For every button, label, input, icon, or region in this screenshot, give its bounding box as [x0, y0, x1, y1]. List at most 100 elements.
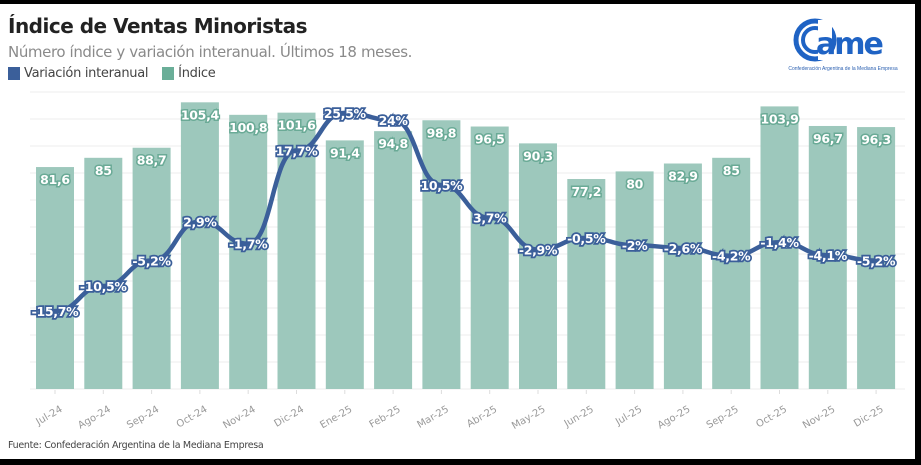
bar-sep-24 — [132, 147, 171, 389]
bar-oct-25 — [760, 106, 799, 389]
bar-value-label: 81,6 — [40, 172, 70, 187]
bar-value-label: 82,9 — [668, 169, 698, 184]
x-tick-label: Ago-25 — [656, 404, 693, 431]
bar-sep-25 — [712, 157, 751, 389]
line-point — [584, 235, 589, 240]
line-point — [487, 215, 492, 220]
line-point — [342, 110, 347, 115]
x-tick-label: Sep-24 — [125, 404, 161, 431]
bar-value-label: 98,8 — [427, 125, 457, 140]
bar-value-label: 96,3 — [861, 132, 891, 147]
line-point — [439, 182, 444, 187]
bar-nov-24 — [229, 114, 268, 389]
line-value-label: -4,1% — [809, 248, 848, 263]
line-value-label: -15,7% — [32, 304, 80, 319]
line-point — [101, 284, 106, 289]
legend-item-indice[interactable]: Índice — [162, 66, 216, 81]
line-point — [680, 246, 685, 251]
bar-value-label: 85 — [95, 163, 112, 178]
line-value-label: -5,2% — [132, 254, 171, 269]
line-value-label: 17,7% — [276, 143, 319, 158]
line-value-label: -1,4% — [760, 235, 799, 250]
bar-ene-25 — [325, 140, 364, 389]
bar-ago-25 — [663, 163, 702, 389]
line-value-label: -2,9% — [519, 242, 558, 257]
line-point — [825, 253, 830, 258]
bar-jun-25 — [567, 179, 606, 389]
x-tick-label: Sep-25 — [705, 404, 741, 431]
x-tick-label: Mar-25 — [415, 404, 450, 431]
x-tick-label: Jul-25 — [613, 404, 644, 428]
line-value-label: 10,5% — [420, 178, 463, 193]
legend-label-variacion: Variación interanual — [24, 66, 149, 81]
bar-value-label: 77,2 — [571, 184, 601, 199]
line-point — [53, 309, 57, 314]
x-tick-label: Nov-24 — [221, 404, 257, 431]
legend-item-variacion[interactable]: Variación interanual — [8, 66, 148, 81]
bar-value-label: 96,7 — [813, 131, 843, 146]
x-tick-label: Abr-25 — [465, 404, 499, 430]
bar-value-label: 101,6 — [277, 118, 316, 133]
line-point — [197, 219, 202, 224]
bar-abr-25 — [470, 126, 509, 390]
legend: Variación interanual Índice — [8, 66, 216, 81]
line-point — [149, 258, 154, 263]
bar-value-label: 88,7 — [137, 153, 167, 168]
bar-jul-25 — [615, 171, 654, 389]
line-value-label: 24% — [379, 113, 409, 128]
x-tick-label: May-25 — [510, 404, 547, 432]
bar-jul-24 — [36, 167, 74, 389]
line-point — [246, 241, 251, 246]
x-tick-label: Dic-24 — [273, 404, 306, 430]
came-tagline: Confederación Argentina de la Mediana Em… — [788, 66, 898, 72]
bar-value-label: 103,9 — [760, 111, 798, 126]
line-point — [391, 118, 396, 123]
legend-label-indice: Índice — [178, 66, 216, 81]
legend-swatch-variacion — [8, 67, 20, 80]
bar-mar-25 — [422, 120, 461, 389]
x-tick-label: Ago-24 — [76, 404, 113, 431]
bar-value-label: 105,4 — [181, 107, 220, 122]
bar-feb-25 — [374, 131, 413, 390]
line-value-label: -1,7% — [229, 237, 268, 252]
x-tick-label: Ene-25 — [318, 404, 354, 431]
bar-may-25 — [519, 143, 557, 389]
legend-swatch-indice — [162, 67, 175, 80]
source-note: Fuente: Confederación Argentina de la Me… — [8, 440, 264, 451]
line-value-label: 2,9% — [183, 215, 217, 230]
chart-card: Índice de Ventas Minoristas Número índic… — [0, 4, 915, 459]
bar-value-label: 91,4 — [330, 145, 360, 160]
line-value-label: 3,7% — [473, 211, 507, 226]
line-value-label: -4,2% — [712, 249, 751, 264]
x-tick-label: Feb-25 — [368, 404, 403, 431]
came-logo-mark: ame — [793, 18, 885, 62]
line-point — [632, 243, 637, 248]
x-tick-label: Jun-25 — [562, 404, 596, 430]
x-tick-label: Nov-25 — [801, 404, 837, 431]
line-point — [729, 253, 734, 258]
chart-area: Jul-24 Ago-24 Sep-24 Oct-24 Nov-24 Dic-24 Ene-… — [30, 91, 905, 432]
line-value-label: -2,6% — [664, 241, 703, 256]
chart-title: Índice de Ventas Minoristas — [8, 14, 308, 38]
x-tick-label: Oct-25 — [754, 404, 789, 430]
line-point — [777, 240, 782, 245]
svg-text:ame: ame — [816, 27, 883, 62]
line-value-label: -0,5% — [567, 231, 606, 246]
bar-value-label: 100,8 — [229, 120, 267, 135]
line-point — [874, 258, 879, 263]
x-tick-label: Jul-24 — [34, 404, 65, 428]
chart-subtitle: Número índice y variación interanual. Úl… — [8, 43, 413, 61]
line-value-label: -2% — [622, 238, 648, 253]
bar-value-label: 80 — [626, 176, 643, 191]
bar-oct-24 — [180, 102, 219, 389]
bar-value-label: 85 — [723, 163, 740, 178]
x-tick-label: Oct-24 — [175, 404, 210, 430]
line-value-label: -10,5% — [80, 279, 128, 294]
bar-value-label: 94,8 — [378, 136, 408, 151]
line-point — [294, 148, 299, 153]
line-value-label: 25,5% — [324, 106, 367, 121]
x-tick-label: Dic-25 — [852, 404, 885, 430]
came-logo: ame Confederación Argentina de la Median… — [778, 18, 908, 78]
bar-value-label: 96,5 — [475, 132, 505, 147]
line-point — [536, 247, 540, 252]
